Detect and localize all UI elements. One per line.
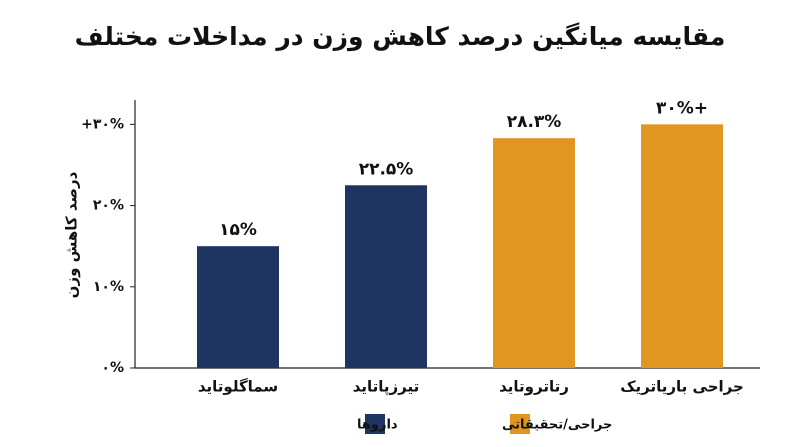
legend-swatch xyxy=(510,414,530,434)
legend-label: داروها xyxy=(357,418,398,433)
bar xyxy=(197,246,279,368)
value-label: ۲۲.۵% xyxy=(359,159,414,179)
value-label: ۳۰%+ xyxy=(656,98,708,118)
y-tick-label: ۰% xyxy=(101,360,124,376)
value-label: ۲۸.۳% xyxy=(507,112,562,132)
bar xyxy=(641,124,723,368)
y-tick-label: ۱۰% xyxy=(93,279,124,295)
bar xyxy=(345,185,427,368)
x-tick-label: تیرزپاتاید xyxy=(353,378,420,397)
x-tick-label: جراحی باریاتریک xyxy=(620,378,744,396)
value-label: ۱۵% xyxy=(219,220,257,240)
y-tick-label: ۲۰% xyxy=(93,198,124,214)
legend-label: جراحی/تحقیقاتی xyxy=(502,418,612,433)
y-tick-label: +۳۰% xyxy=(81,116,124,132)
chart-title: مقایسه میانگین درصد کاهش وزن در مداخلات … xyxy=(75,22,726,52)
x-tick-label: رتاتروتاید xyxy=(499,378,569,396)
x-tick-label: سماگلوتاید xyxy=(198,378,278,396)
bar xyxy=(493,138,575,368)
y-axis-label: درصد کاهش وزن xyxy=(63,171,81,298)
legend-swatch xyxy=(365,414,385,434)
